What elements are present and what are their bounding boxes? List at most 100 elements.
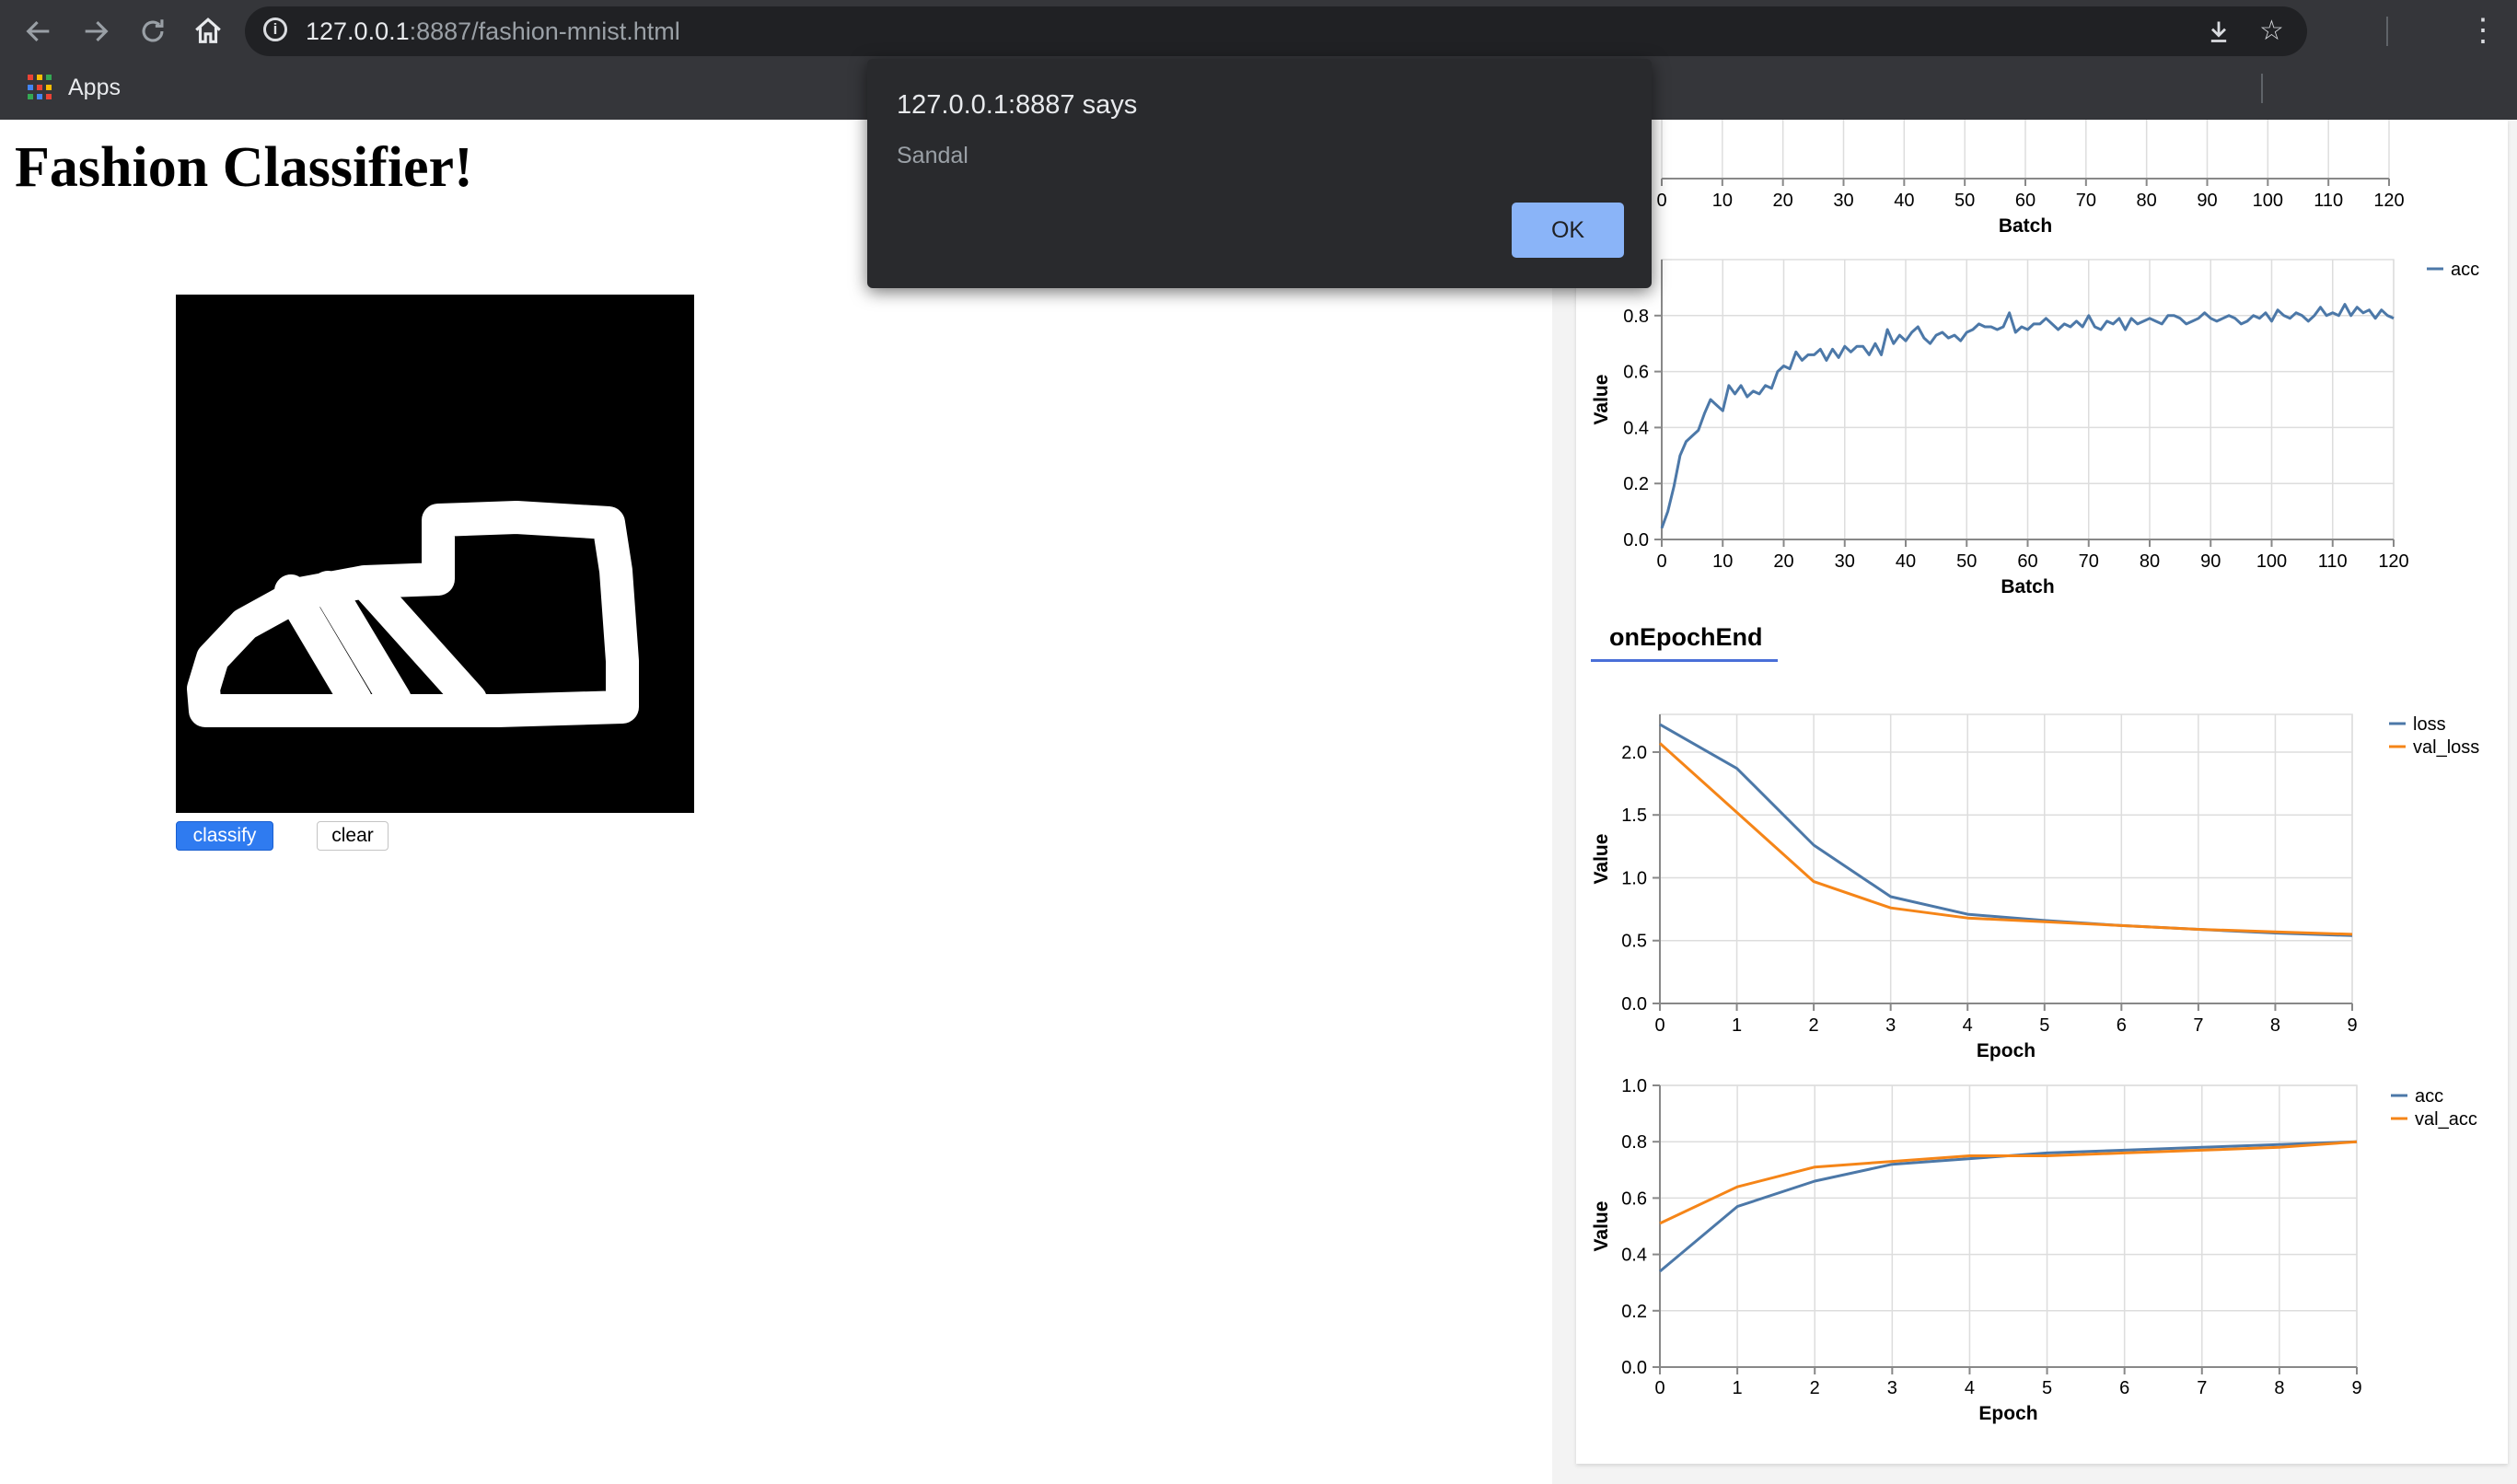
- x-tick-label: 120: [2378, 551, 2408, 572]
- plot-frame: [1659, 713, 2353, 1004]
- x-tick-label: 8: [2274, 1378, 2284, 1398]
- page-title: Fashion Classifier!: [15, 136, 473, 199]
- x-tick-label: 60: [2015, 191, 2036, 211]
- menu-icon[interactable]: ⋮: [2467, 13, 2499, 48]
- y-tick-label: 0.8: [1621, 1132, 1647, 1153]
- star-icon[interactable]: ☆: [2259, 16, 2284, 46]
- y-tick-label: 0.6: [1623, 363, 1649, 383]
- ok-button[interactable]: OK: [1512, 203, 1624, 258]
- y-axis-title: Value: [1591, 834, 1612, 885]
- y-tick-label: 1.5: [1621, 806, 1647, 826]
- y-tick-label: 0.6: [1621, 1188, 1647, 1209]
- home-icon[interactable]: [186, 9, 230, 53]
- x-tick-label: 10: [1712, 551, 1733, 572]
- back-icon[interactable]: [17, 9, 61, 53]
- alert-dialog: 127.0.0.1:8887 says Sandal OK: [867, 59, 1652, 288]
- x-tick-label: 7: [2193, 1015, 2203, 1036]
- batch-partial-chart: 0 10 20 30 40 50 60 70 80 90 100 110 120 Batch: [1656, 120, 2405, 237]
- x-tick-label: 1: [1733, 1378, 1743, 1398]
- legend-label-loss: loss: [2413, 714, 2446, 735]
- y-axis-title: Value: [1591, 1201, 1612, 1252]
- drawing-canvas[interactable]: [176, 295, 694, 813]
- epoch-loss-chart: 0 1 2 3 4 5 6 7 8 9 0.0 0.5 1.0 1.5 2.0 Epoch Value lossv…: [1591, 713, 2479, 1061]
- x-axis-title: Batch: [1999, 215, 2052, 237]
- x-tick-label: 90: [2200, 551, 2221, 572]
- apps-bookmark[interactable]: Apps: [68, 75, 121, 100]
- reload-icon[interactable]: [131, 9, 175, 53]
- x-tick-label: 50: [1954, 191, 1975, 211]
- x-tick-label: 100: [2256, 551, 2287, 572]
- alert-title: 127.0.0.1:8887 says: [897, 90, 1138, 120]
- x-tick-label: 100: [2253, 191, 2283, 211]
- url-path: :8887/fashion-mnist.html: [409, 17, 680, 45]
- y-tick-label: 1.0: [1621, 1076, 1647, 1096]
- x-tick-label: 10: [1712, 191, 1733, 211]
- x-tick-label: 4: [1965, 1378, 1975, 1398]
- y-tick-label: 0.4: [1621, 1246, 1647, 1266]
- legend-label-acc: acc: [2415, 1086, 2443, 1107]
- download-icon[interactable]: [2206, 6, 2232, 73]
- x-tick-label: 9: [2347, 1015, 2357, 1036]
- x-tick-label: 2: [1810, 1378, 1820, 1398]
- x-tick-label: 40: [1896, 551, 1916, 572]
- x-tick-label: 80: [2140, 551, 2160, 572]
- y-axis-title: Value: [1591, 375, 1612, 425]
- y-tick-label: 0.8: [1623, 307, 1649, 327]
- x-tick-label: 3: [1885, 1015, 1896, 1036]
- bookmarks-divider: [2261, 74, 2263, 103]
- legend-label-val_loss: val_loss: [2413, 737, 2479, 758]
- batch-acc-chart: 0 10 20 30 40 50 60 70 80 90 100 110 120 0.0 0.2 0.4 0.6…: [1591, 259, 2479, 597]
- epoch-acc-chart: 0 1 2 3 4 5 6 7 8 9 0.0 0.2 0.4 0.6 0.8 1.0 Epoch Value ac…: [1591, 1076, 2477, 1424]
- y-tick-label: 0.0: [1623, 530, 1649, 551]
- x-tick-label: 20: [1773, 551, 1793, 572]
- x-tick-label: 0: [1654, 1015, 1664, 1036]
- x-tick-label: 60: [2017, 551, 2037, 572]
- series-line-val_loss: [1658, 742, 2353, 936]
- x-tick-label: 4: [1963, 1015, 1973, 1036]
- series-line-acc: [1660, 303, 2395, 529]
- x-tick-label: 5: [2039, 1015, 2049, 1036]
- apps-grid-icon[interactable]: [28, 75, 53, 100]
- x-axis-title: Epoch: [1977, 1040, 2036, 1061]
- series-line-val_acc: [1659, 1140, 2358, 1225]
- y-tick-label: 0.0: [1621, 1358, 1647, 1378]
- url-text[interactable]: 127.0.0.1:8887/fashion-mnist.html: [306, 6, 680, 56]
- y-tick-label: 0.2: [1621, 1302, 1647, 1322]
- x-tick-label: 3: [1887, 1378, 1897, 1398]
- tab-on-epoch-end[interactable]: onEpochEnd: [1609, 623, 1763, 651]
- x-tick-label: 8: [2270, 1015, 2280, 1036]
- forward-icon[interactable]: [74, 9, 118, 53]
- series-line-acc: [1659, 1140, 2358, 1273]
- x-tick-label: 0: [1654, 1378, 1664, 1398]
- y-tick-label: 0.0: [1621, 994, 1647, 1014]
- x-axis-title: Batch: [2001, 576, 2054, 597]
- info-icon[interactable]: i: [263, 17, 287, 41]
- y-tick-label: 2.0: [1621, 743, 1647, 763]
- classify-button[interactable]: classify: [176, 821, 273, 851]
- x-axis-title: Epoch: [1978, 1403, 2037, 1424]
- x-tick-label: 80: [2137, 191, 2157, 211]
- y-tick-label: 0.4: [1623, 418, 1649, 438]
- address-bar[interactable]: i 127.0.0.1:8887/fashion-mnist.html ☆: [245, 6, 2307, 56]
- url-host: 127.0.0.1: [306, 17, 410, 45]
- x-tick-label: 0: [1656, 551, 1666, 572]
- clear-button[interactable]: clear: [317, 821, 389, 851]
- series-line-loss: [1659, 723, 2353, 937]
- y-tick-label: 0.2: [1623, 474, 1649, 494]
- x-tick-label: 30: [1833, 191, 1853, 211]
- y-tick-label: 0.5: [1621, 932, 1647, 952]
- x-tick-label: 110: [2314, 191, 2343, 211]
- x-tick-label: 70: [2076, 191, 2096, 211]
- x-tick-label: 20: [1773, 191, 1793, 211]
- browser-chrome: i 127.0.0.1:8887/fashion-mnist.html ☆ ⋮ …: [0, 0, 2517, 120]
- x-tick-label: 90: [2197, 191, 2217, 211]
- tab-underline: [1591, 659, 1778, 662]
- x-tick-label: 110: [2318, 551, 2348, 572]
- x-tick-label: 1: [1732, 1015, 1742, 1036]
- x-tick-label: 30: [1835, 551, 1855, 572]
- user-drawing: [187, 501, 639, 727]
- x-tick-label: 6: [2117, 1015, 2127, 1036]
- x-tick-label: 2: [1809, 1015, 1819, 1036]
- toolbar-divider: [2386, 17, 2388, 46]
- x-tick-label: 6: [2119, 1378, 2129, 1398]
